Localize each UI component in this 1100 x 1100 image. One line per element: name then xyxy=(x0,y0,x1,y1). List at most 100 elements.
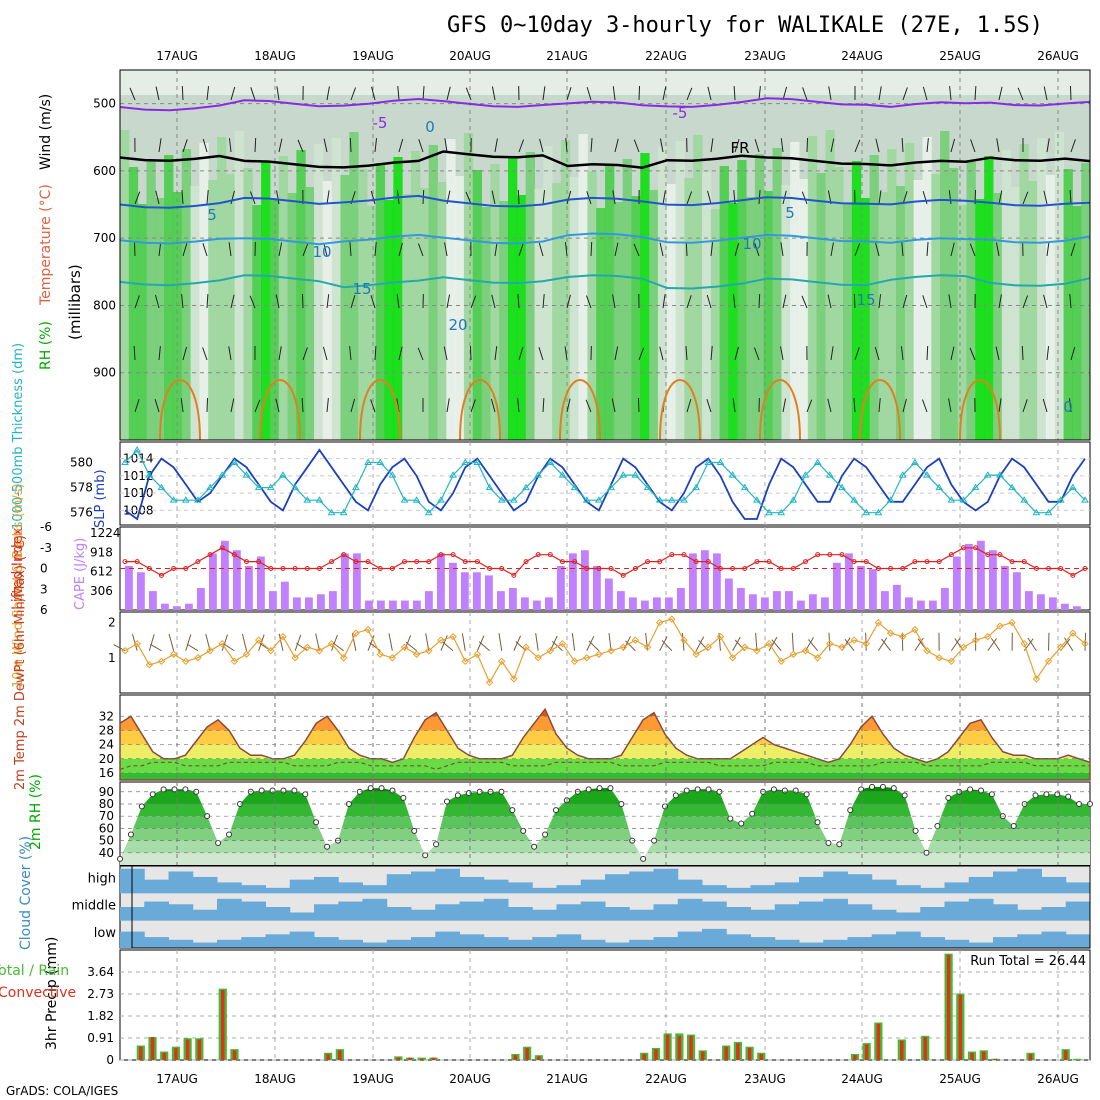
rh-band xyxy=(366,206,377,440)
thickness-marker xyxy=(838,483,846,491)
wind-barb xyxy=(921,399,928,413)
cloud-block xyxy=(1017,868,1042,894)
dewpoint-line xyxy=(119,761,1090,771)
rh-band xyxy=(481,207,491,440)
rh-band xyxy=(428,145,438,440)
slp-panel xyxy=(119,441,1091,526)
date-label-top: 21AUG xyxy=(546,49,588,63)
date-label-bottom: 23AUG xyxy=(744,1072,786,1086)
wind-marker xyxy=(340,654,348,662)
rh-band xyxy=(190,186,200,440)
cape-bar xyxy=(377,600,385,610)
cape-tick: 306 xyxy=(90,584,113,598)
date-label-bottom: 26AUG xyxy=(1037,1072,1079,1086)
li-tick: -3 xyxy=(40,541,52,555)
rh-band xyxy=(1037,138,1047,440)
cloud-block xyxy=(702,901,727,921)
rh-band xyxy=(710,209,721,440)
cloud-block xyxy=(289,912,315,921)
cape-bar xyxy=(665,597,673,610)
wind-barb xyxy=(806,138,809,153)
wind-barb xyxy=(922,86,928,101)
surface-wind-barb xyxy=(478,641,490,652)
wind-barb xyxy=(539,138,544,153)
temperature-label: Temperature (°C) xyxy=(38,184,54,306)
cape-bar xyxy=(209,553,217,610)
temp-tick: 16 xyxy=(99,766,114,780)
precip-tick: 1.82 xyxy=(87,1009,114,1023)
rh-marker xyxy=(836,841,843,848)
cloud-block xyxy=(556,885,582,894)
cape-bar xyxy=(221,540,229,610)
precip-total-bar xyxy=(1073,1058,1082,1060)
cloud-block xyxy=(241,937,266,948)
surface-wind-barb xyxy=(351,633,357,651)
warm-contour xyxy=(159,379,201,441)
cape-bar xyxy=(1001,565,1009,610)
cloud-block xyxy=(871,879,897,894)
cape-bar xyxy=(401,600,409,610)
wind-barb xyxy=(278,138,283,153)
rh-marker xyxy=(117,855,123,862)
contour-label: 15 xyxy=(856,291,875,309)
wind-marker xyxy=(400,643,409,651)
rh-band xyxy=(463,133,474,440)
cloud-ylabel: Cloud Cover (%) xyxy=(18,836,34,950)
cloud-block xyxy=(532,937,557,948)
wind-barb xyxy=(206,398,209,413)
wind-barb xyxy=(326,294,330,309)
wind-barb xyxy=(633,243,640,257)
wind-barb xyxy=(323,138,328,153)
surface-wind-barb xyxy=(332,642,345,652)
surface-wind-barb xyxy=(442,641,454,652)
cloud-row-label: high xyxy=(88,871,116,886)
cloud-block xyxy=(823,939,848,948)
wind-barb xyxy=(158,346,161,361)
cape-bar xyxy=(497,591,505,610)
wind-barb xyxy=(901,242,904,257)
wind-barb xyxy=(470,295,477,309)
precip-convective-bar xyxy=(853,1055,857,1060)
rh-ylabel: 2m RH (%) xyxy=(28,774,44,850)
rh-band xyxy=(657,147,668,440)
cloud-block xyxy=(1017,909,1042,921)
wind-barb xyxy=(590,242,593,257)
rh-band xyxy=(922,137,932,440)
precip-convective-bar xyxy=(864,1044,869,1060)
wind-barb xyxy=(1021,346,1024,361)
wind-barb xyxy=(129,87,136,101)
wind-barb xyxy=(1046,346,1050,361)
slp-line xyxy=(124,448,1086,521)
rh-tick: 40 xyxy=(99,846,114,860)
rh-band xyxy=(613,202,624,440)
date-label-bottom: 18AUG xyxy=(254,1072,296,1086)
cloud-block xyxy=(896,931,921,948)
li-tick: 6 xyxy=(40,603,48,617)
rh-band xyxy=(781,185,791,440)
wind-barb xyxy=(969,347,976,361)
rh-marker xyxy=(422,852,429,859)
cloud-block xyxy=(944,939,970,948)
rh-band xyxy=(402,194,412,440)
contour-label: 20 xyxy=(448,316,467,334)
wind-barb xyxy=(612,294,616,309)
wind-barb xyxy=(275,398,280,413)
contour-label: FR xyxy=(730,139,749,157)
date-label-top: 25AUG xyxy=(939,49,981,63)
cloud-block xyxy=(677,879,703,894)
thickness-marker xyxy=(133,446,142,453)
wind-barb xyxy=(806,399,813,413)
cloud-block xyxy=(847,874,873,894)
rh-marker xyxy=(825,840,832,847)
thickness-marker xyxy=(279,471,287,478)
wind-barb xyxy=(614,138,619,153)
thickness-marker xyxy=(692,483,701,491)
rh-band xyxy=(322,181,333,440)
rh-band xyxy=(631,196,641,440)
rh-marker xyxy=(149,791,156,798)
cloud-block xyxy=(1065,934,1091,948)
cloud-block xyxy=(386,939,412,948)
cape-bar xyxy=(161,603,169,610)
contour-label: 0 xyxy=(1063,398,1073,416)
rh-marker xyxy=(531,843,538,850)
